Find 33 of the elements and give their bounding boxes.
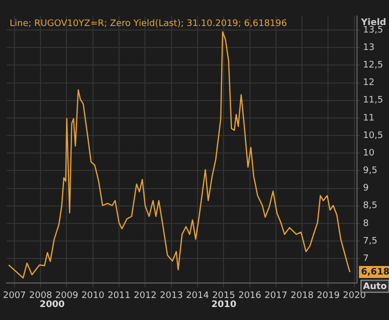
x-tick-label: 2007 xyxy=(3,290,26,301)
text: Auto xyxy=(363,282,387,292)
y-tick-label: 13,5 xyxy=(363,25,384,36)
x-tick-label: 2009 xyxy=(55,290,78,301)
y-tick-label: 10,5 xyxy=(363,130,384,141)
x-tick-label: 2016 xyxy=(238,290,262,301)
chart-title: Line; RUGOV10YZ=R; Zero Yield(Last); 31.10.2019; 6,618196 xyxy=(10,18,288,29)
y-tick-label: 9 xyxy=(363,184,369,194)
y-tick-label: 7 xyxy=(363,254,369,264)
x-tick-label: 2017 xyxy=(264,290,288,301)
x-tick-label: 2008 xyxy=(29,290,52,301)
x-tick-label: 2014 xyxy=(186,290,210,301)
y-tick-label: 13 xyxy=(363,42,374,53)
y-tick-label: 8 xyxy=(363,218,369,229)
y-tick-label: 7,5 xyxy=(363,236,378,246)
text: 2000 xyxy=(40,300,65,310)
y-tick-label: 11,5 xyxy=(363,96,384,106)
x-tick-label: 2010 xyxy=(81,290,105,301)
x-tick-label: 2020 xyxy=(342,290,366,301)
y-tick-label: 8,5 xyxy=(363,201,378,212)
y-tick-label: 12 xyxy=(363,78,374,88)
y-tick-label: 9,5 xyxy=(363,166,378,176)
y-tick-label: 11 xyxy=(363,113,374,124)
annotation: 6,618 xyxy=(361,267,389,278)
x-tick-label: 2015 xyxy=(212,290,236,301)
x-tick-label: 2011 xyxy=(108,290,130,301)
y-tick-label: 12,5 xyxy=(363,60,384,71)
y-tick-label: 10 xyxy=(363,148,375,158)
text: 2010 xyxy=(211,300,236,310)
x-tick-label: 2018 xyxy=(290,290,314,301)
x-tick-label: 2019 xyxy=(316,290,340,301)
x-tick-label: 2012 xyxy=(134,290,157,301)
x-tick-label: 2013 xyxy=(160,290,183,301)
